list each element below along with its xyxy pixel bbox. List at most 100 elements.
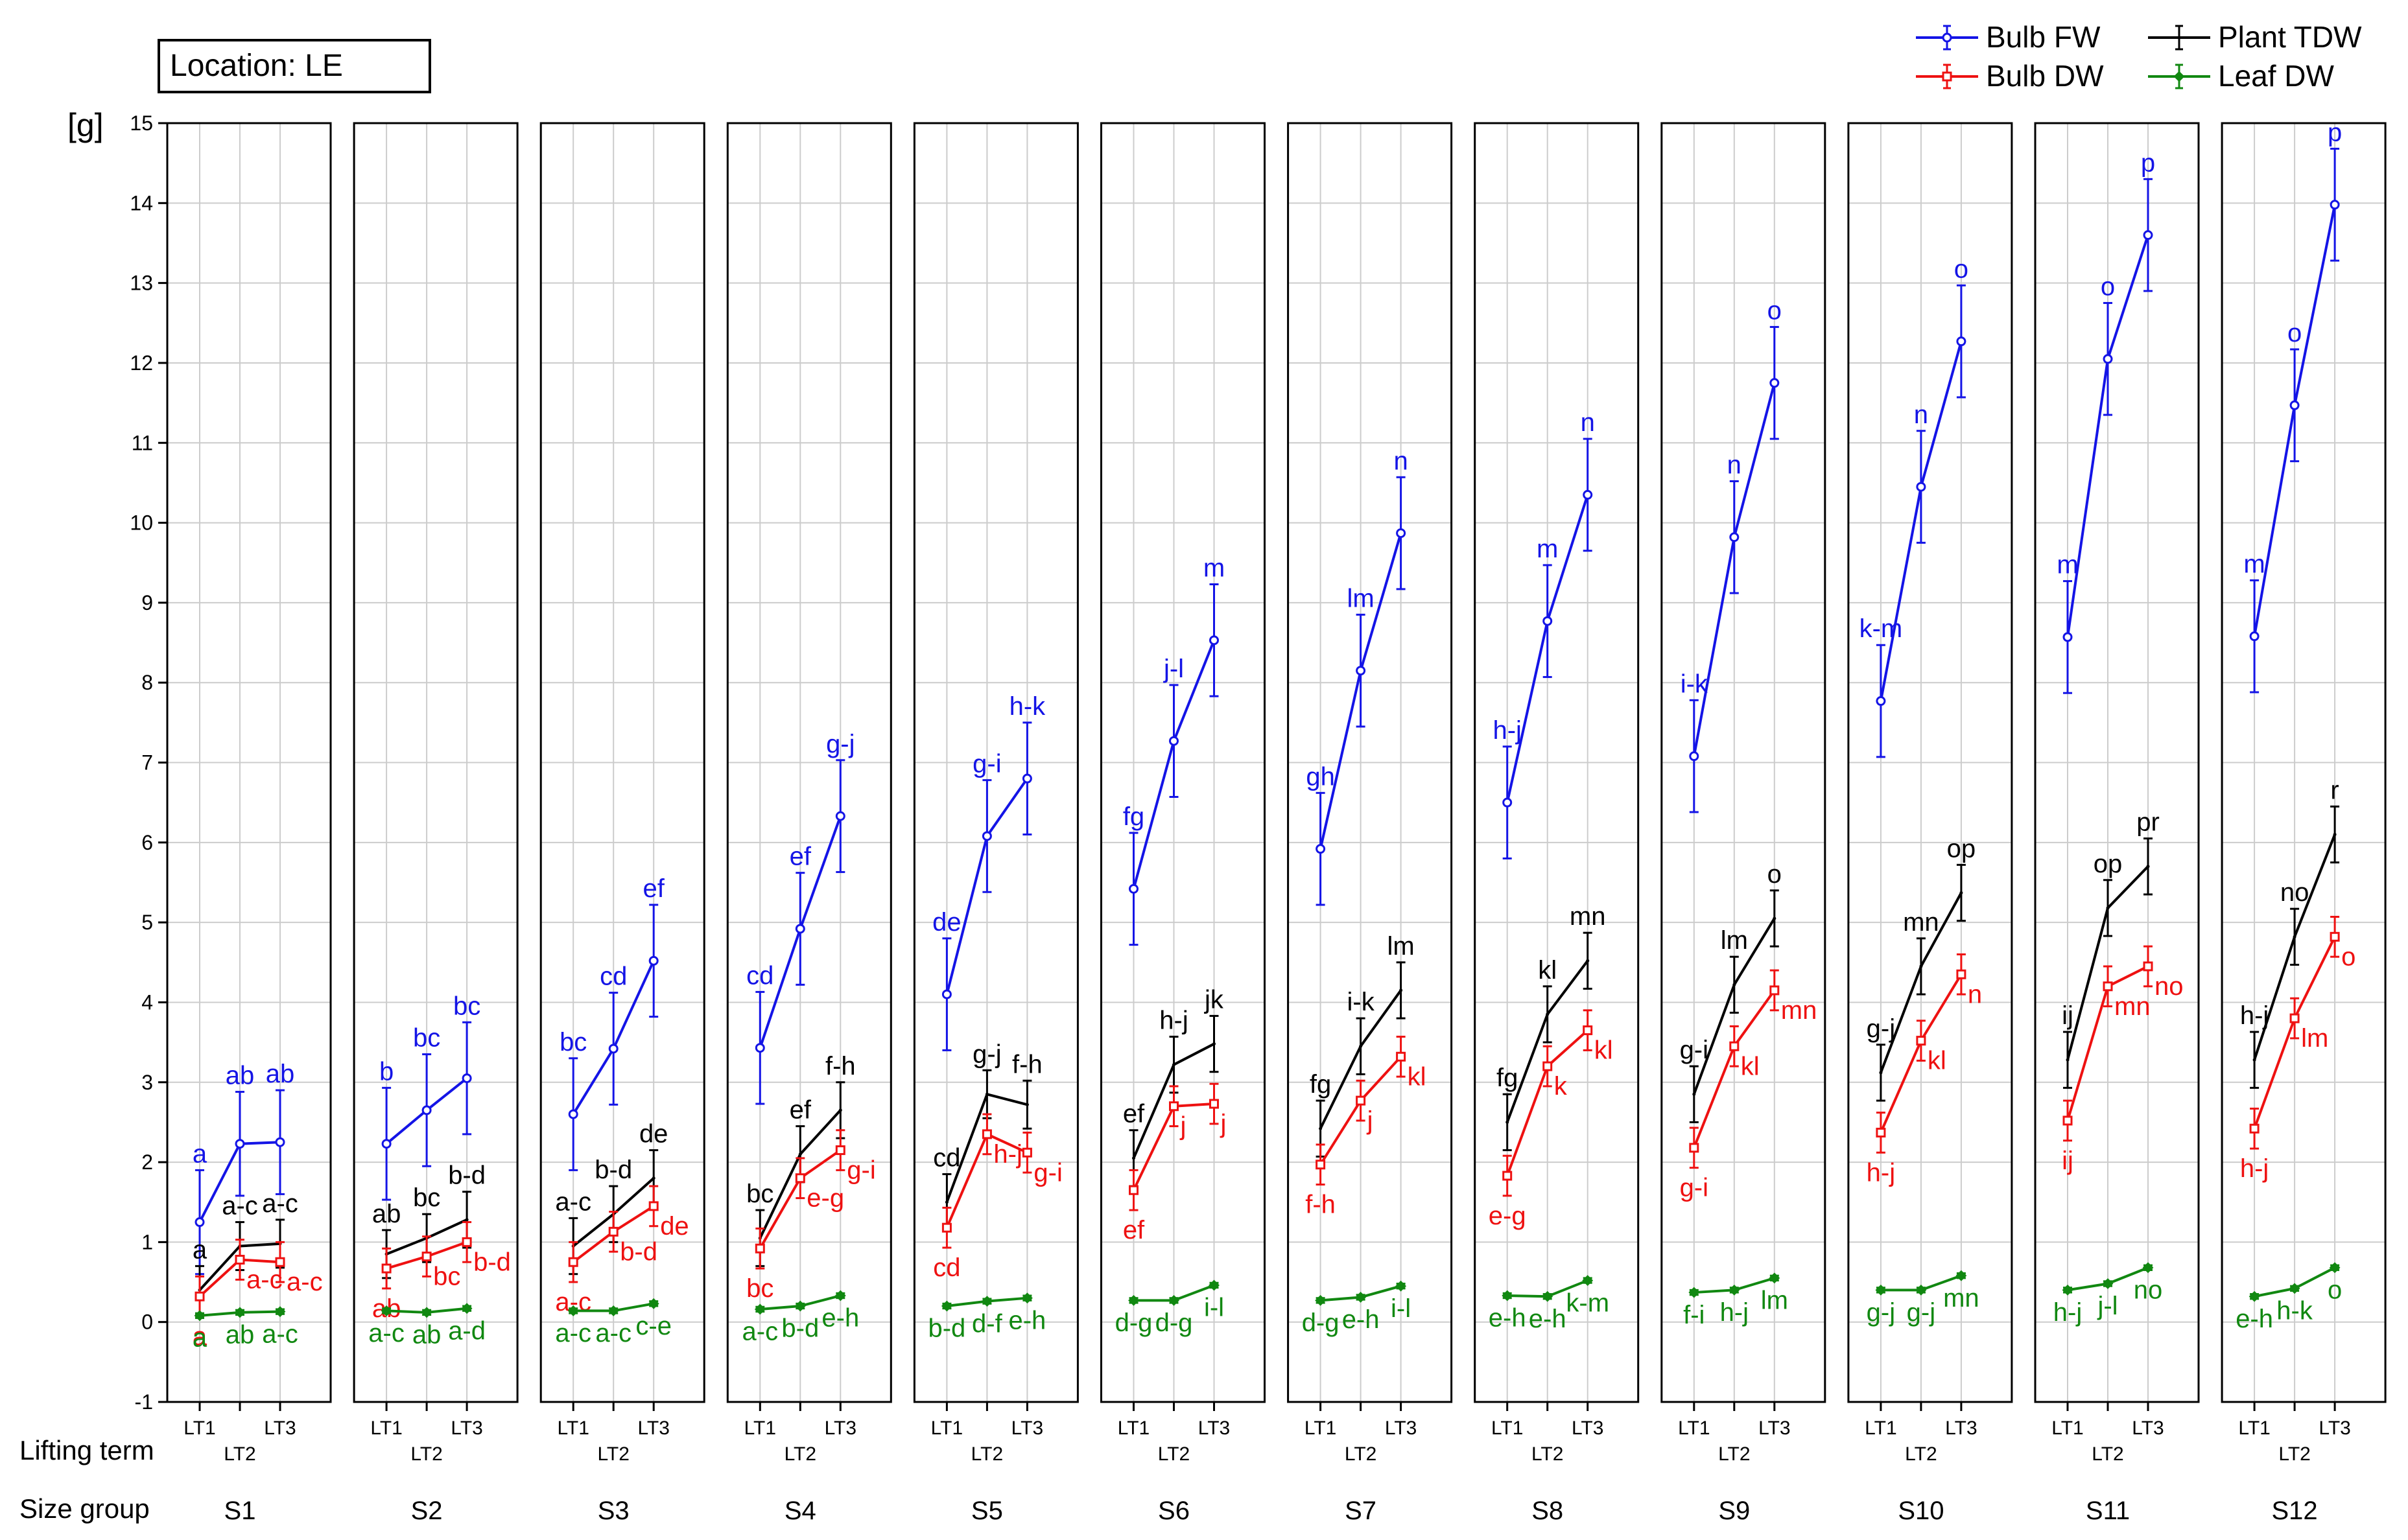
significance-label: fg bbox=[1123, 802, 1144, 831]
data-point bbox=[2249, 1290, 2260, 1302]
x-tick-label: LT1 bbox=[1491, 1418, 1523, 1439]
x-tick-label: LT3 bbox=[1945, 1418, 1977, 1439]
x-tick-label: LT2 bbox=[1345, 1443, 1376, 1465]
data-point bbox=[1022, 1147, 1032, 1158]
significance-label: bc bbox=[413, 1184, 440, 1212]
data-point bbox=[838, 1108, 842, 1112]
x-tick-label: LT1 bbox=[931, 1418, 963, 1439]
data-point bbox=[1956, 969, 1966, 979]
significance-label: o bbox=[1767, 296, 1782, 325]
x-tick-label: LT2 bbox=[1718, 1443, 1750, 1465]
significance-label: a-c bbox=[222, 1192, 258, 1220]
data-point bbox=[194, 1310, 206, 1322]
series-plant-tdw: h-j no r bbox=[2240, 776, 2340, 1089]
data-point bbox=[421, 1105, 432, 1115]
data-point bbox=[1916, 482, 1926, 492]
significance-label: lm bbox=[1721, 926, 1748, 955]
size-group-label: S10 bbox=[1898, 1497, 1944, 1525]
location-box: Location: LE bbox=[158, 39, 431, 93]
data-point bbox=[462, 1073, 472, 1084]
data-point bbox=[2142, 1262, 2154, 1274]
significance-label: j-l bbox=[1163, 655, 1184, 683]
series-bulb-fw: bc cd ef bbox=[560, 874, 665, 1171]
significance-label: i-k bbox=[1347, 988, 1375, 1016]
significance-label: b-d bbox=[448, 1161, 486, 1190]
data-point bbox=[2066, 1058, 2070, 1062]
data-point bbox=[381, 1305, 392, 1316]
series-bulb-dw: f-h j kl bbox=[1305, 1035, 1426, 1219]
significance-label: ef bbox=[790, 1096, 812, 1125]
significance-label: m bbox=[1203, 554, 1225, 583]
significance-label: o bbox=[1954, 255, 1968, 283]
data-point bbox=[1919, 964, 1923, 968]
data-point bbox=[1021, 1292, 1033, 1304]
significance-label: e-h bbox=[821, 1304, 859, 1333]
significance-label: b bbox=[379, 1057, 394, 1086]
y-tick-label: 15 bbox=[130, 111, 153, 135]
panel-frame bbox=[1847, 122, 2013, 1403]
significance-label: j bbox=[1367, 1106, 1373, 1135]
significance-label: g-j bbox=[1907, 1298, 1935, 1327]
size-group-label: S6 bbox=[1158, 1497, 1190, 1525]
data-point bbox=[945, 1200, 949, 1204]
significance-label: e-h bbox=[1489, 1304, 1526, 1333]
size-group-label: S12 bbox=[2272, 1497, 2318, 1525]
significance-label: k bbox=[1554, 1072, 1568, 1101]
data-point bbox=[1396, 528, 1406, 539]
data-point bbox=[234, 1307, 246, 1318]
significance-label: fg bbox=[1496, 1064, 1518, 1092]
data-point bbox=[1542, 616, 1553, 626]
legend-swatch-marker bbox=[2177, 36, 2181, 40]
series-bulb-dw: e-g kkl bbox=[1489, 1009, 1613, 1230]
data-point bbox=[794, 1300, 806, 1312]
significance-label: f-h bbox=[825, 1052, 856, 1080]
series-bulb-dw: aa-c a-c bbox=[193, 1239, 323, 1351]
data-point bbox=[2062, 1284, 2073, 1296]
data-point bbox=[835, 1145, 845, 1156]
significance-label: a-c bbox=[742, 1318, 779, 1346]
data-point bbox=[1505, 1120, 1509, 1124]
data-point bbox=[1729, 532, 1740, 542]
data-point bbox=[2103, 981, 2113, 992]
significance-label: lm bbox=[2301, 1024, 2328, 1053]
data-point bbox=[1212, 1042, 1216, 1046]
significance-label: ij bbox=[2062, 1001, 2073, 1030]
y-tick-label: 4 bbox=[141, 990, 153, 1014]
y-tick-label: 5 bbox=[141, 911, 153, 934]
significance-label: a-c bbox=[262, 1320, 298, 1348]
significance-label: h-j bbox=[993, 1140, 1022, 1169]
data-point bbox=[1172, 1063, 1175, 1067]
x-tick-label: LT2 bbox=[785, 1443, 816, 1465]
data-point bbox=[381, 1263, 392, 1274]
significance-label: mn bbox=[2114, 992, 2151, 1021]
data-point bbox=[2333, 832, 2337, 836]
data-point bbox=[465, 1218, 469, 1222]
significance-label: kl bbox=[1408, 1062, 1426, 1091]
significance-label: bc bbox=[746, 1180, 773, 1208]
data-point bbox=[275, 1257, 285, 1267]
significance-label: ef bbox=[1123, 1216, 1145, 1244]
significance-label: h-j bbox=[2240, 1001, 2269, 1030]
significance-label: a-c bbox=[595, 1319, 632, 1348]
significance-label: bc bbox=[746, 1274, 773, 1303]
data-point bbox=[1169, 1101, 1179, 1112]
significance-label: f-i bbox=[1683, 1301, 1705, 1329]
significance-label: g-i bbox=[1033, 1158, 1062, 1187]
y-tick-label: 10 bbox=[130, 511, 153, 535]
series-bulb-fw: fg j-l m bbox=[1123, 554, 1225, 946]
significance-label: ab bbox=[226, 1321, 255, 1349]
significance-label: h-j bbox=[1493, 716, 1521, 745]
significance-label: a-c bbox=[555, 1187, 591, 1216]
data-point bbox=[834, 1290, 846, 1301]
data-point bbox=[421, 1252, 432, 1262]
legend-swatch-marker bbox=[1942, 32, 1952, 43]
series-bulb-dw: ef j j bbox=[1123, 1082, 1226, 1244]
significance-label: a-c bbox=[368, 1319, 405, 1348]
data-point bbox=[941, 1300, 952, 1312]
significance-label: j-l bbox=[2097, 1292, 2118, 1320]
data-point bbox=[1689, 751, 1699, 762]
